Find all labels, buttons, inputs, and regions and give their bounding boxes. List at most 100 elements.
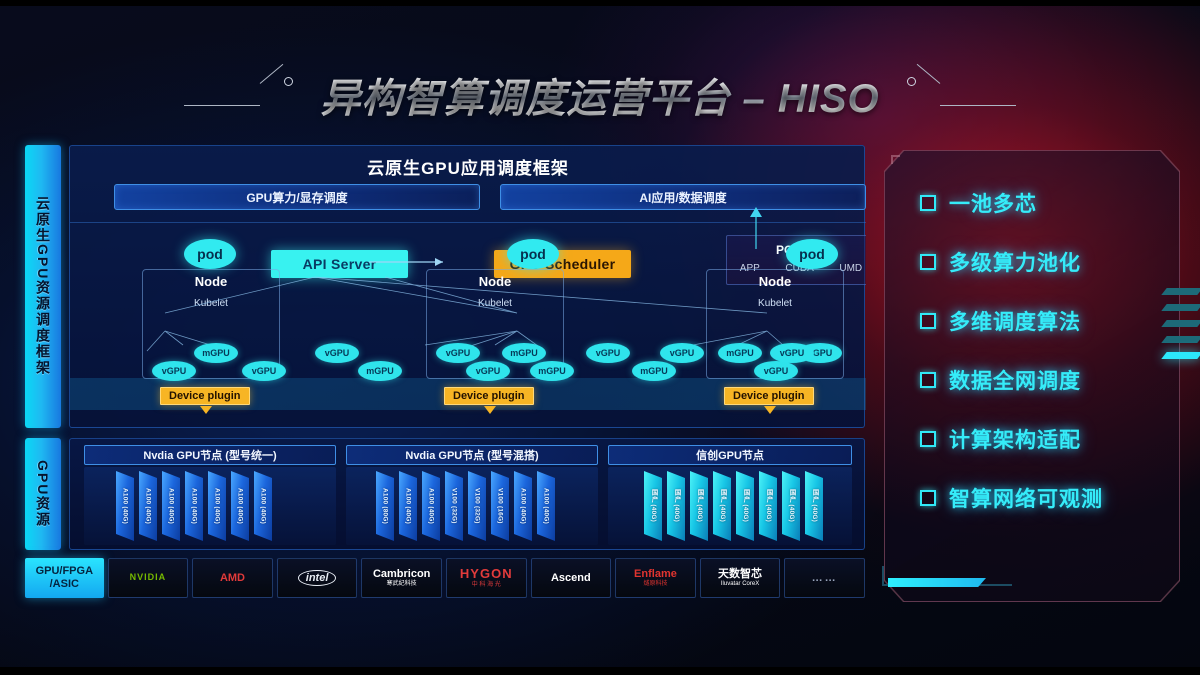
gpu-card-2-4[interactable]: V100 (32G): [445, 471, 463, 541]
vgpu-2-1[interactable]: vGPU: [436, 343, 480, 363]
vendor-logo-enflame-logo[interactable]: Enflame 燧原科技: [615, 558, 696, 598]
title-left-decoration: [184, 63, 306, 115]
mgpu-3-1[interactable]: mGPU: [718, 343, 762, 363]
subbar-gpu-compute[interactable]: GPU算力/显存调度: [114, 184, 480, 210]
ascend-logo: Ascend: [550, 571, 591, 584]
gpu-card-3-4[interactable]: 国产 (40G): [713, 471, 731, 541]
pod-3[interactable]: pod: [786, 239, 838, 269]
device-plugin-3[interactable]: Device plugin: [724, 387, 814, 405]
mgpu-outer-2[interactable]: mGPU: [358, 361, 402, 381]
gpu-card-3-6[interactable]: 国产 (40G): [759, 471, 777, 541]
gpu-card-3-1[interactable]: 国产 (40G): [644, 471, 662, 541]
gpu-card-1-7[interactable]: A100 (40G): [254, 471, 272, 541]
gpu-card-3-5[interactable]: 国产 (40G): [736, 471, 754, 541]
pod-1[interactable]: pod: [184, 239, 236, 269]
gpu-card-1-3[interactable]: A100 (40G): [162, 471, 180, 541]
gpu-card-row-3: 国产 (40G) 国产 (40G) 国产 (40G) 国产 (40G) 国产 (40G)…: [644, 471, 823, 541]
intel-logo: intel: [297, 569, 337, 587]
mgpu-1-2[interactable]: mGPU: [194, 343, 238, 363]
vgpu-3-2[interactable]: vGPU: [754, 361, 798, 381]
gpu-card-1-6[interactable]: A100 (40G): [231, 471, 249, 541]
gpu-card-3-2[interactable]: 国产 (40G): [667, 471, 685, 541]
gpu-card-row-2: A100 (80G) A100 (40G) A100 (40G) V100 (32G)…: [376, 471, 555, 541]
gpu-card-label: 国产 (40G): [673, 489, 680, 523]
mgpu-2-4[interactable]: mGPU: [530, 361, 574, 381]
feature-item-2[interactable]: 多级算力池化: [920, 247, 1180, 277]
feature-item-4[interactable]: 数据全网调度: [920, 365, 1180, 395]
gpu-card-label: A100 (80G): [381, 488, 389, 524]
mgpu-2-3[interactable]: mGPU: [502, 343, 546, 363]
feature-item-1[interactable]: 一池多芯: [920, 188, 1180, 218]
vendor-logo-amd-logo[interactable]: AMD: [192, 558, 273, 598]
gpu-card-2-7[interactable]: A100 (40G): [514, 471, 532, 541]
letterbox-top: [0, 0, 1200, 6]
vendor-logo-cambricon-logo[interactable]: Cambricon 寒武纪科技: [361, 558, 442, 598]
feature-item-label: 计算架构适配: [949, 429, 1081, 452]
gpu-card-2-3[interactable]: A100 (40G): [422, 471, 440, 541]
vendor-logo-subtitle: 寒武纪科技: [386, 580, 417, 587]
gpu-card-label: 国产 (40G): [696, 489, 703, 523]
gpu-card-3-3[interactable]: 国产 (40G): [690, 471, 708, 541]
vendor-logo-subtitle: 中 科 海 光: [471, 581, 501, 588]
pod-structure-umd: UMD: [839, 263, 863, 274]
panel-accent-bar: [888, 578, 986, 587]
gpu-card-label: V100 (32G): [473, 488, 481, 524]
enflame-logo: Enflame: [634, 567, 677, 580]
gpu-card-3-8[interactable]: 国产 (40G): [805, 471, 823, 541]
gpu-resource-panel: Nvdia GPU节点 (型号统一) Nvdia GPU节点 (型号混搭) 信创…: [69, 438, 865, 550]
feature-item-3[interactable]: 多维调度算法: [920, 306, 1180, 336]
feature-item-label: 一池多芯: [949, 193, 1037, 216]
pod-2[interactable]: pod: [507, 239, 559, 269]
gpu-card-label: 国产 (40G): [788, 489, 795, 523]
vgpu-outer-3[interactable]: vGPU: [586, 343, 630, 363]
vendor-logo-nvidia-logo[interactable]: NVIDIA: [107, 558, 189, 598]
gpu-card-1-2[interactable]: A100 (40G): [139, 471, 157, 541]
gpu-card-2-1[interactable]: A100 (80G): [376, 471, 394, 541]
nvidia-logo: NVIDIA: [129, 572, 167, 583]
feature-list: 一池多芯多级算力池化多维调度算法 数据全网调度计算架构适配智算网络可观测: [884, 150, 1180, 602]
gpu-card-1-1[interactable]: A100 (40G): [116, 471, 134, 541]
api-server-box[interactable]: API Server: [271, 250, 408, 278]
gpu-card-3-7[interactable]: 国产 (40G): [782, 471, 800, 541]
sidebar-label-framework: 云原生GPU资源调度框架: [25, 145, 61, 428]
vendor-logo-hygon-logo[interactable]: HYGON 中 科 海 光: [445, 558, 527, 598]
vgpu-1-3[interactable]: vGPU: [242, 361, 286, 381]
checkbox-square-icon: [920, 490, 936, 506]
gpu-card-label: A100 (40G): [259, 488, 267, 524]
device-plugin-1[interactable]: Device plugin: [160, 387, 250, 405]
gpu-card-2-8[interactable]: A100 (40G): [537, 471, 555, 541]
pod-structure-cuda: CUDA: [785, 263, 814, 274]
gpu-card-1-5[interactable]: A100 (40G): [208, 471, 226, 541]
vgpu-1-1[interactable]: vGPU: [152, 361, 196, 381]
feature-item-label: 多级算力池化: [949, 252, 1081, 275]
vendor-logo-ellipsis-icon[interactable]: ……: [784, 558, 865, 598]
feature-item-6[interactable]: 智算网络可观测: [920, 483, 1180, 513]
device-plugin-2[interactable]: Device plugin: [444, 387, 534, 405]
subbar-ai-data[interactable]: AI应用/数据调度: [500, 184, 866, 210]
gpu-card-2-2[interactable]: A100 (40G): [399, 471, 417, 541]
gpu-group-title-3: 信创GPU节点: [608, 445, 852, 465]
vgpu-outer-5[interactable]: vGPU: [660, 343, 704, 363]
feature-item-5[interactable]: 计算架构适配: [920, 424, 1180, 454]
vendor-logo-strip: GPU/FPGA/ASIC NVIDIA AMD intel Cambricon 寒武纪科…: [25, 558, 865, 598]
gpu-card-label: A100 (40G): [404, 488, 412, 524]
vgpu-2-2[interactable]: vGPU: [466, 361, 510, 381]
gpu-card-1-4[interactable]: A100 (40G): [185, 471, 203, 541]
vendor-logo-iluvatar-logo[interactable]: 天数智芯 Iluvatar CoreX: [699, 558, 781, 598]
checkbox-square-icon: [920, 431, 936, 447]
gpu-card-2-6[interactable]: V100 (16G): [491, 471, 509, 541]
gpu-card-label: A100 (40G): [542, 488, 550, 524]
node-label-1: Node: [194, 274, 228, 289]
vendor-logo-ascend-logo[interactable]: Ascend: [530, 558, 612, 598]
gpu-group-title-2: Nvdia GPU节点 (型号混搭): [346, 445, 598, 465]
node-label-2: Node: [478, 274, 512, 289]
vendor-logo-intel-logo[interactable]: intel: [276, 558, 358, 598]
mgpu-outer-4[interactable]: mGPU: [632, 361, 676, 381]
framework-title: 云原生GPU应用调度框架: [367, 159, 569, 178]
gpu-card-2-5[interactable]: V100 (32G): [468, 471, 486, 541]
vgpu-outer-6[interactable]: vGPU: [770, 343, 814, 363]
vendor-logo-subtitle: 燧原科技: [643, 580, 668, 587]
gpu-card-label: V100 (16G): [496, 488, 504, 524]
vgpu-outer-1[interactable]: vGPU: [315, 343, 359, 363]
gpu-card-label: A100 (40G): [121, 488, 129, 524]
